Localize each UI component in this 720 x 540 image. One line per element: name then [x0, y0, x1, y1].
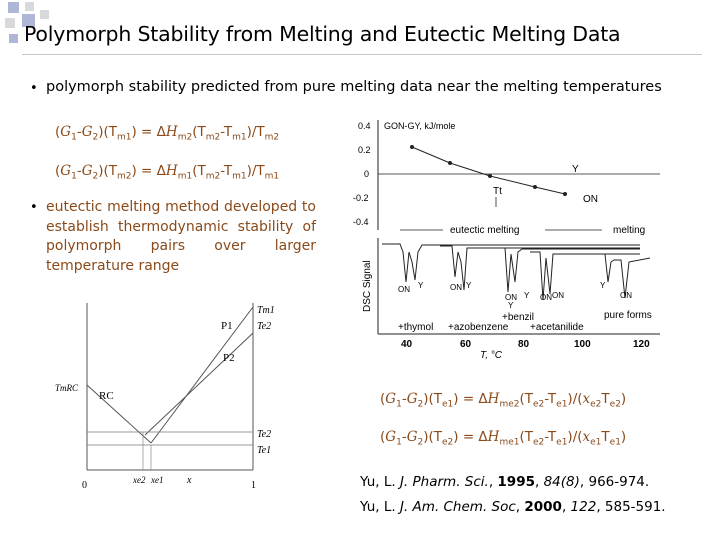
- bullet-dot: •: [30, 200, 38, 215]
- data-point: [448, 161, 452, 165]
- phase-diagram: Tm1 Te2 P1 P2 TmRC RC Te2 Te1 0 xe2 xe1 …: [55, 303, 275, 491]
- xtick: 120: [633, 339, 650, 350]
- gibbs-curve: [411, 146, 566, 195]
- peak-label: Y: [466, 281, 472, 290]
- additive-label: pure forms: [604, 310, 652, 321]
- decor-square-3: [40, 10, 49, 19]
- dsc-trace-benzil: [495, 247, 640, 293]
- peak-label: ON: [540, 293, 552, 302]
- phase-label-xe2: xe2: [132, 475, 146, 485]
- dsc-ylabel: DSC Signal: [362, 260, 373, 312]
- additive-label: +acetanilide: [530, 322, 584, 333]
- equation-3: (G1-G2)(Te1) = ΔHme2(Te2-Te1)/(xe2Te2): [380, 391, 627, 410]
- peak-label: ON: [450, 283, 462, 292]
- phase-label-x1: 1: [251, 480, 256, 491]
- xtick: 100: [574, 339, 591, 350]
- top-y-label: Y: [572, 164, 579, 175]
- additive-label: +benzil: [502, 312, 534, 323]
- phase-label-rc: RC: [99, 390, 114, 402]
- top-on-label: ON: [583, 194, 598, 205]
- liquidus-p2: [144, 332, 254, 436]
- dsc-trace-acetanilide: [530, 251, 640, 301]
- peak-label: ON: [505, 293, 517, 302]
- top-ytick: 0: [364, 169, 369, 179]
- data-point: [563, 192, 567, 196]
- decor-square-6: [9, 34, 18, 43]
- dsc-trace-thymol: [382, 243, 640, 283]
- decor-square-1: [8, 2, 19, 13]
- top-ytick: -0.2: [353, 193, 369, 203]
- melting-label: melting: [613, 225, 645, 236]
- phase-label-x0: 0: [82, 480, 87, 491]
- decor-square-2: [25, 2, 34, 11]
- peak-label: Y: [508, 301, 514, 310]
- reference-1: Yu, L. J. Pharm. Sci., 1995, 84(8), 966-…: [360, 474, 650, 490]
- phase-label-tmrc: TmRC: [55, 383, 79, 393]
- phase-label-x: x: [186, 475, 192, 486]
- dsc-trace-azobenzene: [440, 245, 640, 291]
- phase-label-p1: P1: [221, 320, 233, 332]
- phase-label-te2-top: Te2: [257, 321, 271, 332]
- dsc-xlabel: T, °C: [480, 350, 503, 361]
- decor-square-5: [22, 14, 35, 27]
- title-divider: [22, 54, 702, 55]
- peak-label: Y: [600, 281, 606, 290]
- top-ytick: 0.2: [358, 145, 371, 155]
- bullet-2: eutectic melting method developed to est…: [46, 199, 316, 274]
- data-point: [410, 145, 414, 149]
- liquidus-p1: [150, 306, 254, 444]
- page-title: Polymorph Stability from Melting and Eut…: [24, 22, 621, 46]
- peak-label: ON: [620, 291, 632, 300]
- equation-2: (G1-G2)(Tm2) = ΔHm1(Tm2-Tm1)/Tm1: [55, 163, 280, 182]
- top-ylabel: GON-GY, kJ/mole: [384, 121, 455, 131]
- xtick: 80: [518, 339, 530, 350]
- phase-label-te1: Te1: [257, 445, 271, 456]
- decor-square-4: [5, 18, 15, 28]
- peak-label: Y: [524, 291, 530, 300]
- data-point: [488, 174, 492, 178]
- additive-label: +thymol: [398, 322, 433, 333]
- data-point: [533, 185, 537, 189]
- phase-label-xe1: xe1: [150, 475, 164, 485]
- phase-label-te2: Te2: [257, 429, 271, 440]
- bullet-1: polymorph stability predicted from pure …: [46, 79, 662, 95]
- xtick: 40: [401, 339, 413, 350]
- xtick: 60: [460, 339, 472, 350]
- peak-label: ON: [398, 285, 410, 294]
- top-ytick: -0.4: [353, 217, 369, 227]
- equation-4: (G1-G2)(Te2) = ΔHme1(Te2-Te1)/(xe1Te1): [380, 429, 627, 448]
- equation-1: (G1-G2)(Tm1) = ΔHm2(Tm2-Tm1)/Tm2: [55, 124, 280, 143]
- peak-label: Y: [418, 281, 424, 290]
- phase-label-tm1: Tm1: [257, 305, 275, 316]
- top-ytick: 0.4: [358, 121, 371, 131]
- peak-label: ON: [552, 291, 564, 300]
- phase-label-p2: P2: [223, 352, 235, 364]
- dsc-trace-pure: [580, 253, 651, 299]
- liquidus-rc: [86, 384, 152, 444]
- reference-2: Yu, L. J. Am. Chem. Soc, 2000, 122, 585-…: [360, 499, 666, 515]
- bullet-dot: •: [30, 81, 38, 96]
- tt-label: Tt: [493, 186, 502, 197]
- dsc-figure: 0.4 0.2 0 -0.2 -0.4 GON-GY, kJ/mole Tt Y…: [353, 120, 660, 361]
- additive-label: +azobenzene: [448, 322, 509, 333]
- eutectic-label: eutectic melting: [450, 225, 519, 236]
